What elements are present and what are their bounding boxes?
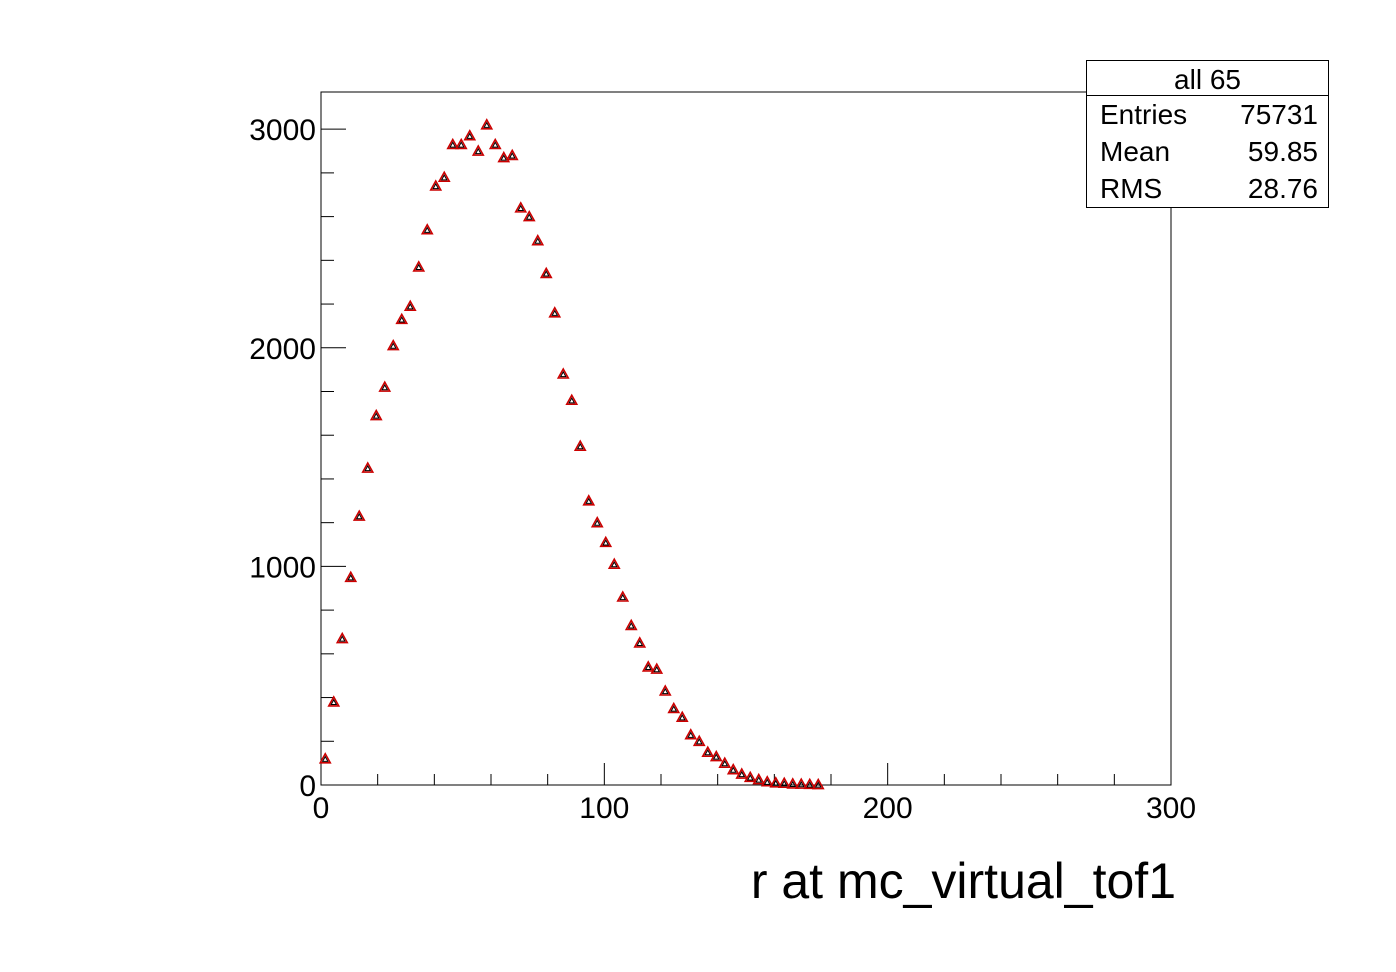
data-point [573, 439, 587, 451]
data-point [633, 636, 647, 648]
data-point [769, 776, 783, 788]
data-point [556, 367, 570, 379]
stats-title: all 65 [1087, 61, 1328, 96]
data-point [395, 312, 409, 325]
data-point [361, 461, 375, 473]
data-point [531, 234, 545, 246]
y-axis-tick-labels: 0 1000 2000 3000 [249, 114, 316, 803]
data-point [548, 306, 562, 318]
y-tick-label: 0 [299, 770, 316, 803]
data-point [718, 756, 732, 768]
data-point [471, 144, 485, 156]
x-axis-ticks [320, 763, 1172, 785]
data-point [454, 137, 468, 150]
x-axis-tick-labels: 0 100 200 300 [313, 792, 1196, 825]
data-point [446, 137, 460, 150]
data-point [599, 535, 613, 548]
data-point [412, 260, 426, 272]
y-tick-label: 1000 [249, 551, 316, 584]
data-point [735, 767, 749, 779]
data-point [420, 223, 434, 235]
data-point [675, 710, 689, 723]
data-point [794, 777, 808, 789]
data-point [624, 618, 638, 631]
data-point [650, 662, 664, 674]
data-point [565, 393, 579, 406]
data-point [616, 590, 630, 602]
stats-entries-value: 75731 [1240, 99, 1318, 130]
y-axis-ticks [321, 128, 346, 786]
data-point [777, 776, 791, 789]
data-point [335, 631, 349, 644]
data-point [480, 118, 494, 130]
data-point [667, 701, 681, 714]
data-point [684, 728, 698, 740]
data-point [726, 763, 740, 775]
data-point [488, 137, 502, 150]
data-point [658, 684, 672, 696]
data-point [369, 408, 383, 421]
data-point [403, 299, 417, 312]
data-point [318, 752, 332, 764]
stats-rms-value: 28.76 [1247, 173, 1318, 204]
data-point [752, 772, 766, 785]
data-point [505, 148, 519, 161]
x-tick-label: 300 [1146, 792, 1196, 825]
x-tick-label: 0 [313, 792, 330, 825]
data-point [582, 494, 596, 506]
stats-entries-row: Entries 75731 [1087, 96, 1328, 133]
data-point [743, 770, 757, 783]
data-point [522, 209, 536, 222]
data-point [701, 745, 715, 758]
data-point [692, 734, 706, 747]
x-tick-label: 200 [863, 792, 913, 825]
data-markers [318, 118, 825, 790]
data-point [803, 777, 817, 790]
stats-rms-label: RMS [1100, 173, 1163, 204]
stats-rms-row: RMS 28.76 [1087, 170, 1328, 207]
data-point [514, 201, 528, 213]
stats-box: all 65 Entries 75731 Mean 59.85 RMS 28.7… [1086, 60, 1329, 208]
data-point [437, 170, 451, 183]
data-point [786, 777, 800, 789]
data-point [760, 775, 774, 787]
data-point [378, 380, 392, 392]
data-point [463, 129, 477, 141]
x-axis-title: r at mc_virtual_tof1 [751, 853, 1176, 909]
data-point [641, 660, 655, 672]
data-point [386, 338, 400, 351]
data-point [590, 516, 604, 528]
stats-mean-value: 59.85 [1247, 136, 1318, 167]
y-tick-label: 2000 [249, 333, 316, 366]
stats-entries-label: Entries [1100, 99, 1188, 130]
data-point [811, 777, 825, 790]
data-point [429, 179, 443, 191]
x-tick-label: 100 [579, 792, 629, 825]
data-point [352, 509, 366, 521]
stats-mean-label: Mean [1100, 136, 1171, 167]
y-tick-label: 3000 [249, 114, 316, 147]
stats-mean-row: Mean 59.85 [1087, 133, 1328, 170]
data-point [607, 557, 621, 570]
data-point [497, 150, 511, 163]
data-point [327, 695, 341, 707]
data-point [539, 266, 553, 279]
plot-frame [320, 91, 1172, 786]
data-point [344, 570, 358, 583]
data-point [709, 749, 723, 762]
